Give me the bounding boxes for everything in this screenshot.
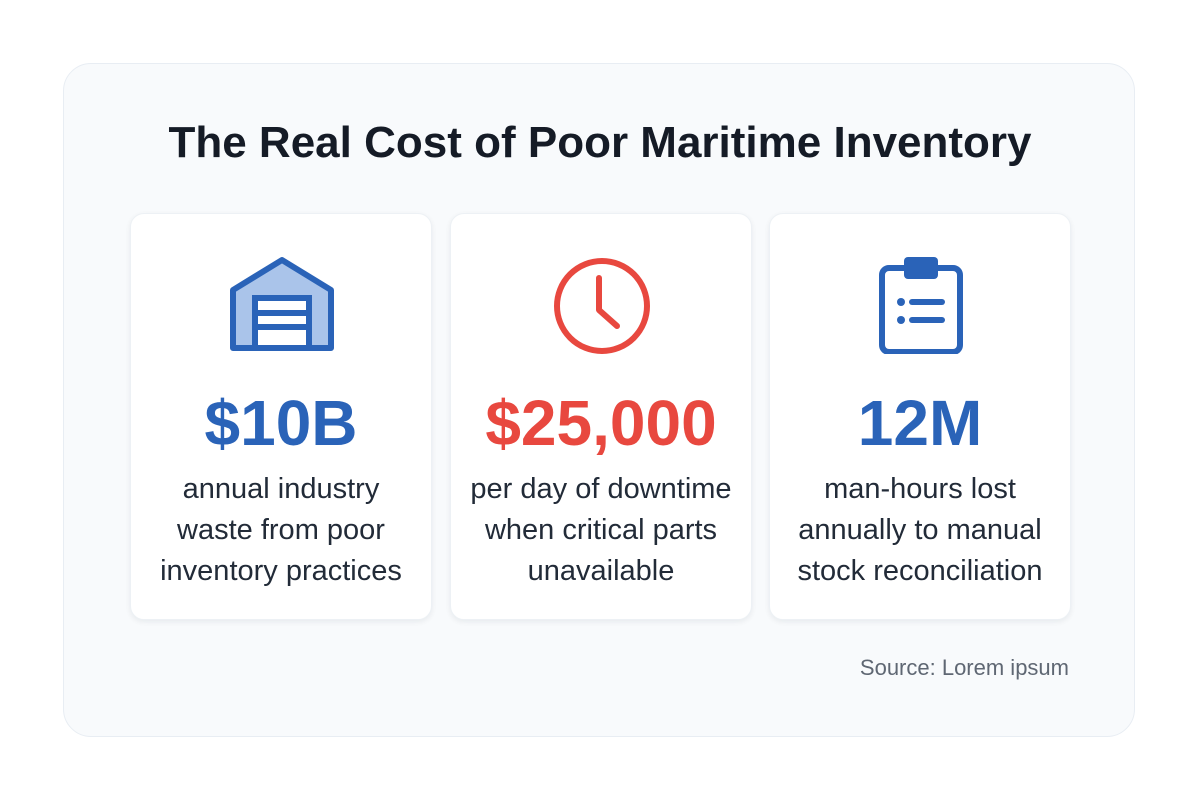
source-note: Source: Lorem ipsum xyxy=(859,655,1069,680)
description-line: inventory practices xyxy=(160,555,402,587)
description-line: annually to manual xyxy=(798,514,1042,546)
stat-description: annual industry waste from poor inventory … xyxy=(131,469,431,592)
stat-value: 12M xyxy=(857,387,983,459)
description-line: per day of downtime xyxy=(470,473,732,505)
stat-description: man-hours lost annually to manual stock re… xyxy=(770,469,1070,592)
description-line: annual industry xyxy=(182,473,380,505)
description-line: when critical parts xyxy=(484,514,718,546)
stat-value: $10B xyxy=(204,387,358,459)
stat-card: $25,000 per day of downtime when critical… xyxy=(450,213,752,620)
description-line: waste from poor xyxy=(177,514,385,546)
stat-value: $25,000 xyxy=(485,387,717,459)
stat-description: per day of downtime when critical parts un… xyxy=(451,469,751,592)
clock-icon xyxy=(554,258,650,354)
description-line: man-hours lost xyxy=(824,473,1016,505)
description-line: stock reconciliation xyxy=(797,555,1043,587)
clipboard-icon xyxy=(879,257,963,354)
stat-card: $10B annual industry waste from poor inven… xyxy=(130,213,432,620)
warehouse-icon xyxy=(230,257,334,351)
description-line: unavailable xyxy=(527,555,675,587)
stat-card: 12M man-hours lost annually to manual stoc… xyxy=(769,213,1071,620)
title: The Real Cost of Poor Maritime Inventory xyxy=(168,118,1032,167)
